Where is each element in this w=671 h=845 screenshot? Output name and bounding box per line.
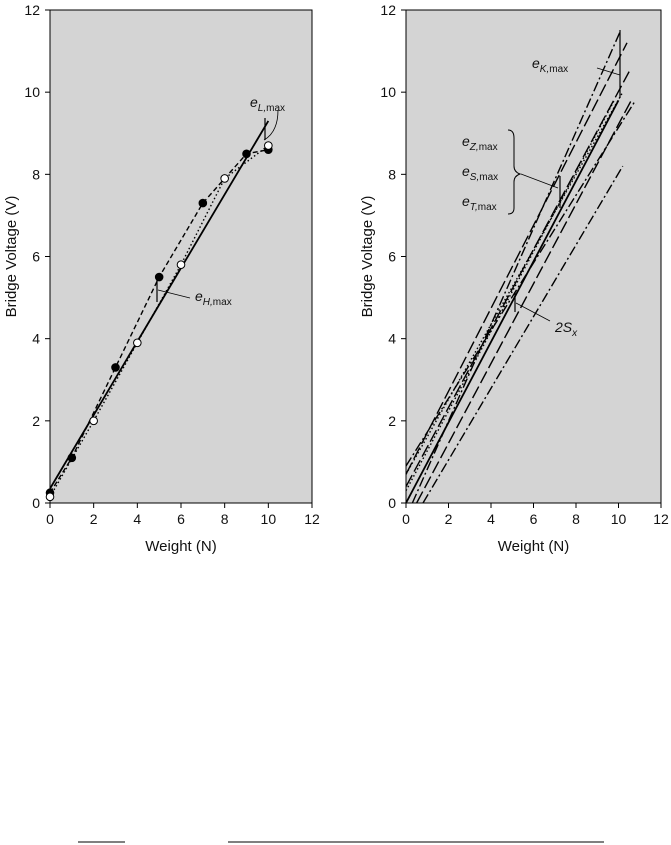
- annotation-2sx-sub: x: [571, 328, 578, 339]
- marker-group-left: [45, 141, 273, 502]
- e-k-max-leader: [596, 67, 621, 76]
- annotation-e-h-max-main: e: [195, 288, 203, 304]
- x-tick-label: 12: [304, 511, 320, 527]
- y-tick-label: 2: [32, 413, 40, 429]
- annotation-e-z-max-main: e: [462, 133, 470, 149]
- annotation-e-k-max-main: e: [532, 55, 540, 71]
- x-tick-label: 6: [177, 511, 185, 527]
- x-tick-label: 10: [611, 511, 627, 527]
- x-axis-label-right: Weight (N): [498, 538, 569, 555]
- tick-group-left: 0 2 4 6 8 10 12 0 2 4 6 8 10 12: [24, 2, 320, 527]
- annotation-e-l-max: eL,max: [250, 94, 285, 114]
- data-point-series-2: [111, 363, 120, 372]
- y-tick-label: 12: [380, 2, 396, 18]
- data-point-series-3: [89, 416, 98, 426]
- chart-right: 0 2 4 6 8 10 12 0 2 4 6 8 10 12 Weight (N) Bridge Vol…: [359, 2, 669, 555]
- data-point-series-3: [264, 141, 273, 150]
- chart-left: 0 2 4 6 8 10 12 0 2 4 6 8 10 12 Weight (N) Bridge Vol…: [3, 2, 320, 555]
- annotation-e-s-max-subr: max: [479, 172, 498, 183]
- two-sx-leader: [515, 302, 551, 322]
- data-point-series-2: [242, 149, 251, 159]
- data-point-series-3: [133, 338, 142, 348]
- x-tick-label: 2: [90, 511, 98, 527]
- x-tick-label: 0: [46, 511, 54, 527]
- y-tick-label: 8: [32, 166, 40, 182]
- x-tick-label: 4: [487, 511, 495, 527]
- data-point-series-2: [198, 198, 208, 208]
- y-tick-label: 0: [388, 495, 396, 511]
- annotation-2sx: 2Sx: [554, 319, 578, 339]
- x-axis-label-left: Weight (N): [145, 538, 216, 555]
- series-line-6: [405, 71, 630, 487]
- y-tick-label: 4: [32, 331, 40, 347]
- series-line-2: [405, 100, 615, 492]
- y-tick-label: 10: [24, 84, 40, 100]
- annotation-e-z-max-subr: max: [479, 142, 498, 153]
- y-tick-label: 4: [388, 331, 396, 347]
- annotation-e-k-max-subr: max: [549, 64, 568, 75]
- annotation-2sx-main: 2S: [554, 319, 573, 335]
- x-tick-label: 2: [445, 511, 453, 527]
- series-line-9: [422, 165, 624, 504]
- annotation-e-s-max: eS,max: [462, 163, 498, 183]
- annotation-e-k-max-sub: K,: [540, 64, 549, 75]
- x-tick-label: 8: [221, 511, 229, 527]
- y-tick-label: 8: [388, 166, 396, 182]
- y-tick-label: 6: [388, 249, 396, 265]
- e-h-max-leader: [157, 289, 191, 299]
- data-point-series-3: [220, 174, 229, 183]
- x-tick-label: 0: [402, 511, 410, 527]
- e-l-max-leader: [263, 109, 279, 141]
- annotation-e-l-max-sub: L,: [258, 103, 266, 114]
- annotation-e-h-max-sub: H,: [203, 297, 213, 308]
- annotation-e-l-max-subr: max: [266, 103, 285, 114]
- tick-group-right: 0 2 4 6 8 10 12 0 2 4 6 8 10 12: [380, 2, 669, 527]
- y-tick-label: 2: [388, 413, 396, 429]
- y-axis-label-left: Bridge Voltage (V): [3, 196, 20, 318]
- annotation-e-h-max-subr: max: [213, 297, 232, 308]
- plot-area-left: [49, 9, 313, 504]
- series-line-3: [405, 91, 624, 475]
- annotation-e-s-max-main: e: [462, 163, 470, 179]
- data-point-series-3: [176, 260, 186, 270]
- annotation-e-l-max-main: e: [250, 94, 258, 110]
- series-line-5: [405, 42, 628, 475]
- x-tick-label: 4: [133, 511, 141, 527]
- series-line-7: [416, 100, 632, 504]
- annotation-e-t-max-sub: T,: [470, 202, 478, 213]
- brace-z-s-t: [507, 129, 522, 215]
- annotation-e-t-max: eT,max: [462, 193, 497, 213]
- annotation-e-z-max-sub: Z,: [469, 142, 479, 153]
- annotation-e-h-max: eH,max: [195, 288, 232, 308]
- annotation-e-k-max: eK,max: [532, 55, 568, 75]
- y-tick-label: 6: [32, 249, 40, 265]
- x-tick-label: 8: [572, 511, 580, 527]
- annotation-e-t-max-subr: max: [478, 202, 497, 213]
- series-group-right: [405, 30, 637, 504]
- data-point-series-2: [67, 453, 77, 463]
- x-tick-label: 6: [530, 511, 538, 527]
- e-zst-leader: [520, 173, 559, 189]
- data-point-series-3: [45, 492, 55, 502]
- x-tick-label: 12: [653, 511, 669, 527]
- y-tick-label: 0: [32, 495, 40, 511]
- annotation-e-t-max-main: e: [462, 193, 470, 209]
- annotation-e-z-max: eZ,max: [462, 133, 498, 153]
- series-line-3: [49, 145, 269, 498]
- series-line-4: [411, 30, 622, 504]
- y-tick-label: 10: [380, 84, 396, 100]
- y-axis-label-right: Bridge Voltage (V): [359, 196, 376, 318]
- y-tick-label: 12: [24, 2, 40, 18]
- annotation-e-s-max-sub: S,: [470, 172, 479, 183]
- x-tick-label: 10: [261, 511, 277, 527]
